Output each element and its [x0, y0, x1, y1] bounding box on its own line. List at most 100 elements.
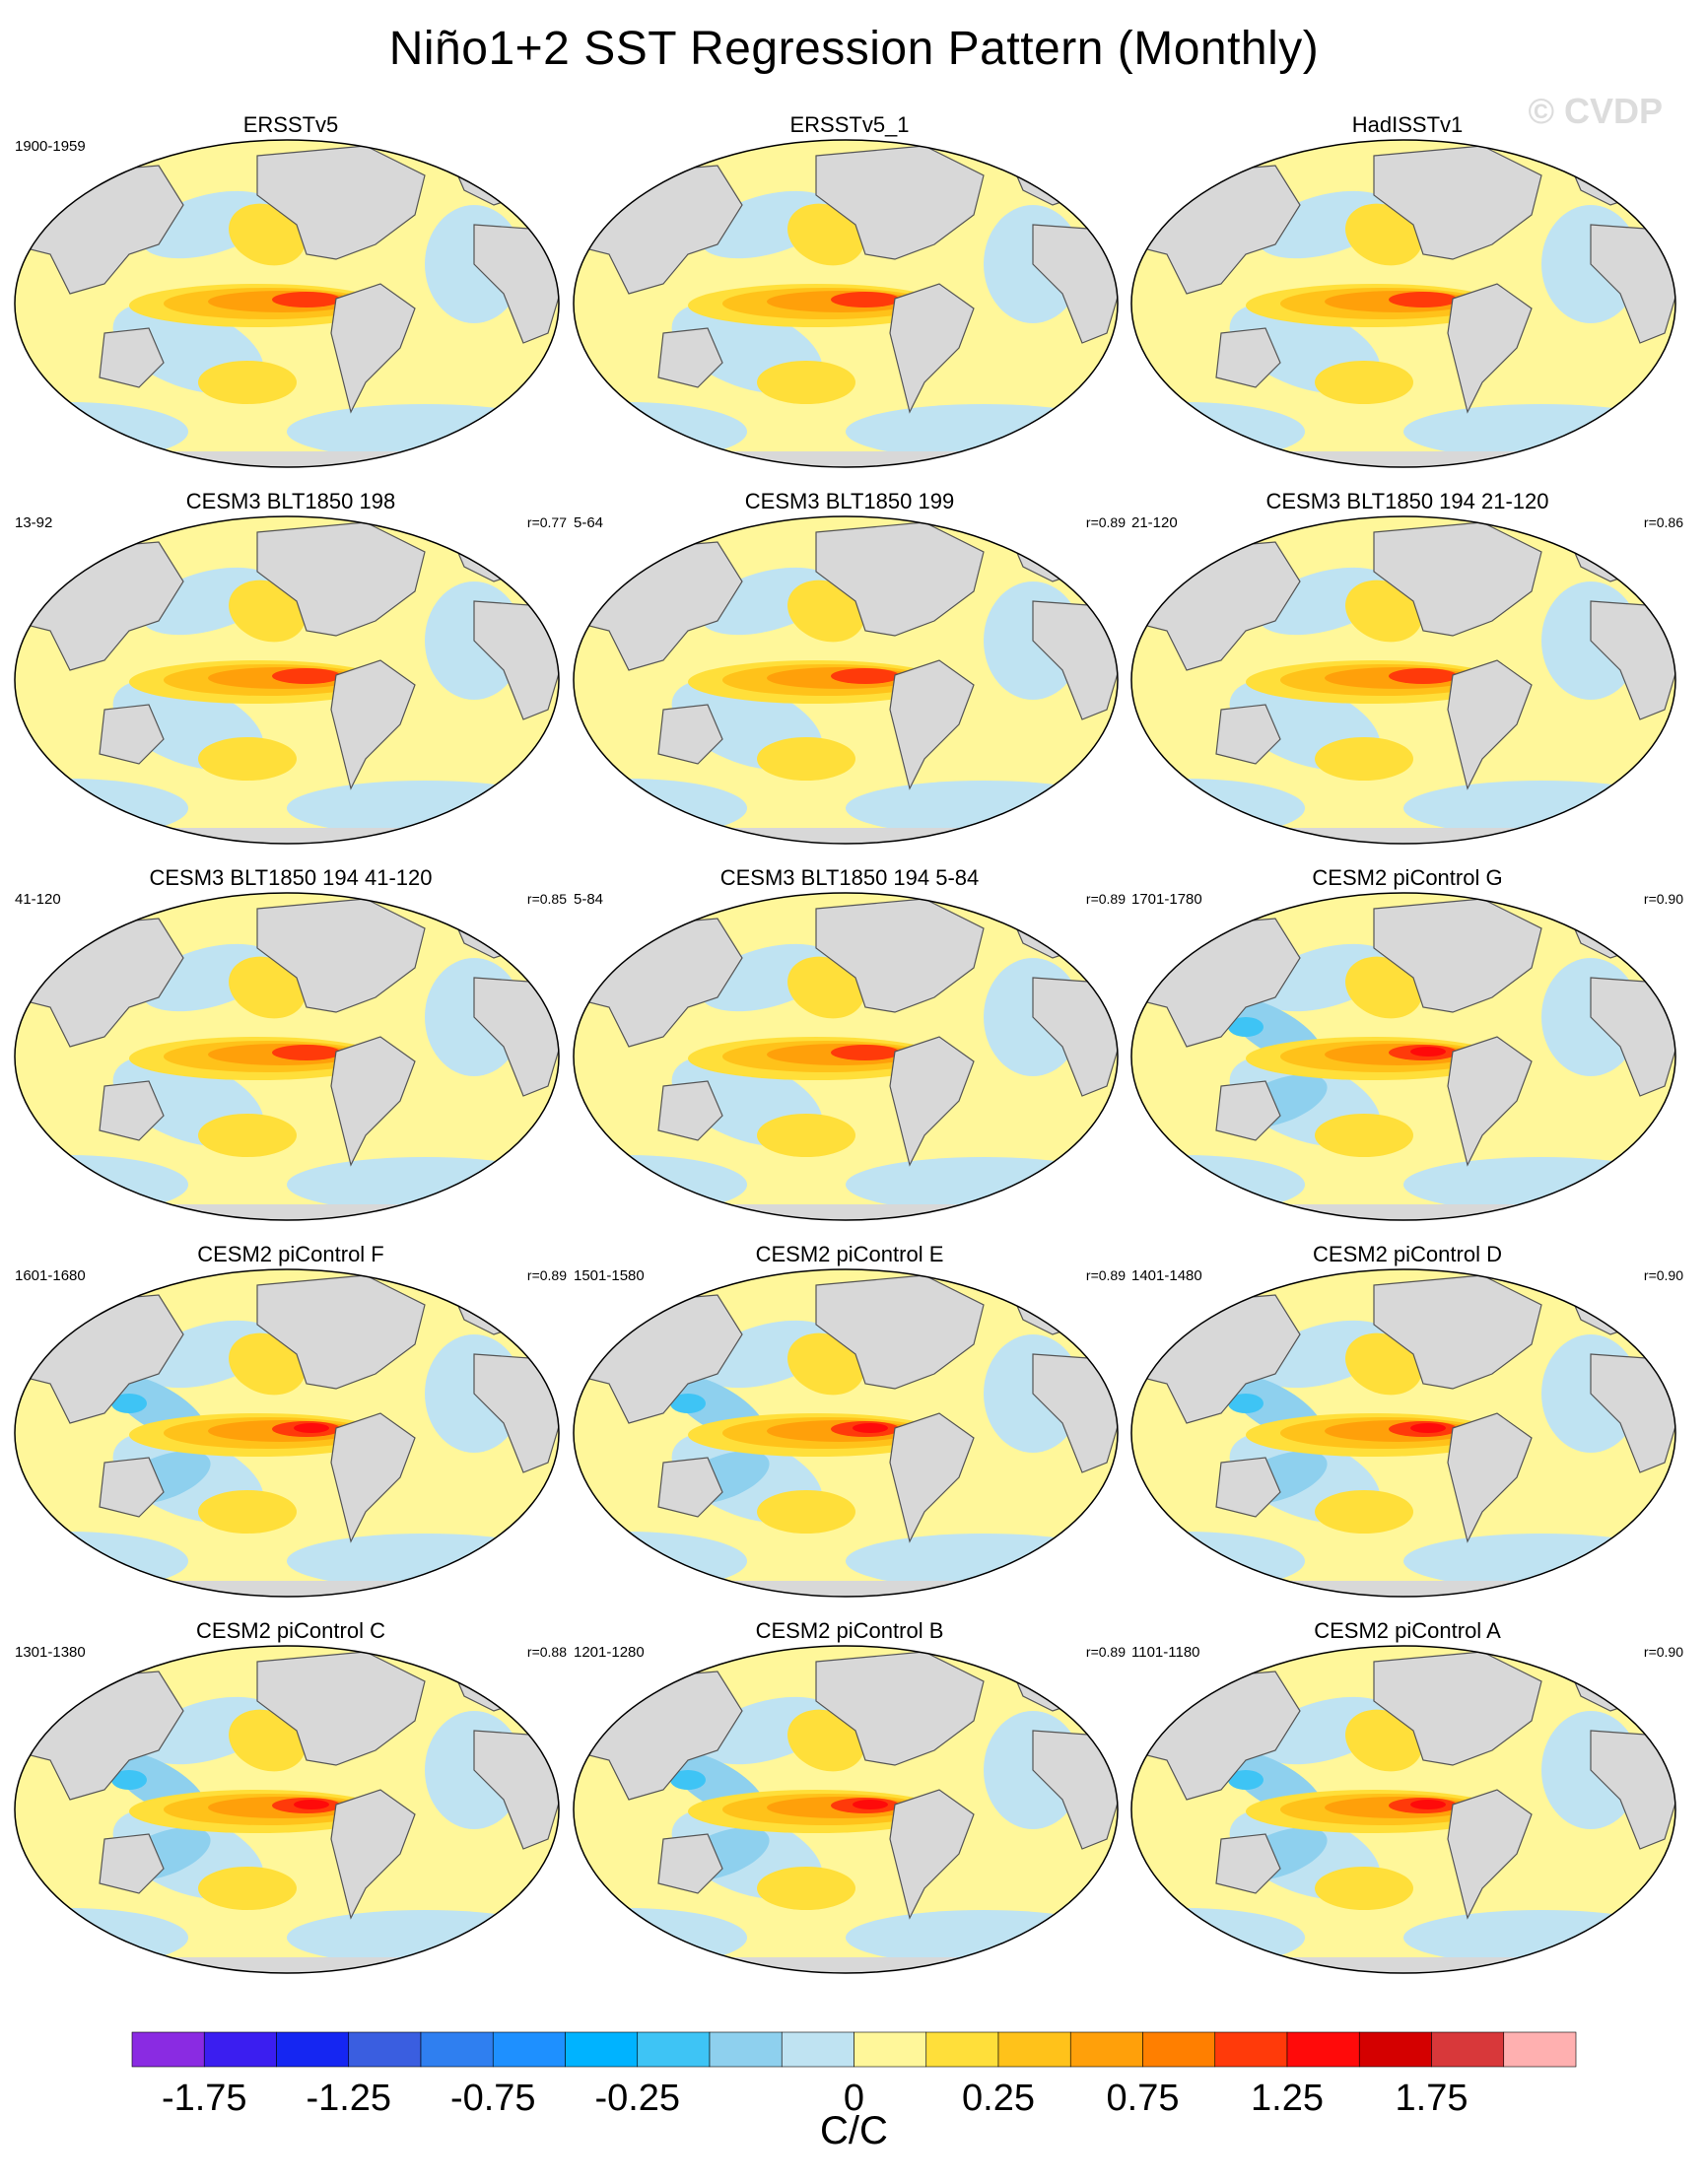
cool-anomaly-southern-ocean — [846, 1910, 1118, 1965]
warm-tongue-peak — [294, 1800, 329, 1809]
sst-map — [14, 515, 560, 845]
south-america-landmass — [889, 1412, 975, 1543]
cool-core-west-pacific — [1228, 1770, 1264, 1790]
sst-map — [573, 515, 1119, 845]
colorbar-swatch — [203, 2031, 277, 2068]
panel-period: 1301-1380 — [15, 1644, 86, 1661]
north-america-landmass — [256, 898, 426, 1013]
warm-anomaly-north-pacific — [229, 956, 306, 1019]
cool-core-west-pacific — [670, 1770, 706, 1790]
map-panel: CESM2 piControl F 1601-1680 r=0.89 — [11, 1242, 571, 1616]
warm-tongue-core — [831, 292, 900, 307]
colorbar-swatch — [781, 2031, 854, 2068]
antarctica-landmass — [574, 828, 1118, 844]
antarctica-landmass — [1131, 1204, 1675, 1220]
australia-landmass — [657, 1833, 723, 1894]
south-america-landmass — [330, 1036, 416, 1167]
warm-anomaly-south-pacific — [1315, 1867, 1413, 1910]
south-america-landmass — [330, 283, 416, 414]
map-border — [1130, 139, 1676, 468]
panel-title: CESM2 piControl G — [1312, 865, 1503, 890]
cool-core-west-pacific — [111, 1394, 147, 1413]
panel-period: 1900-1959 — [15, 138, 86, 155]
map-panel: CESM3 BLT1850 199 5-64 r=0.89 — [570, 489, 1129, 863]
antarctica-landmass — [15, 1957, 559, 1973]
cool-anomaly-southern-ocean — [1403, 781, 1675, 836]
colorbar-swatch — [492, 2031, 566, 2068]
warm-tongue-peak — [1410, 1800, 1446, 1809]
map-panel: CESM3 BLT1850 194 5-84 5-84 r=0.89 — [570, 865, 1129, 1240]
map-panel: ERSSTv5_1 — [570, 112, 1129, 487]
panel-period: 1101-1180 — [1131, 1644, 1200, 1661]
map-panel: CESM2 piControl B 1201-1280 r=0.89 — [570, 1618, 1129, 1993]
warm-anomaly-south-pacific — [757, 361, 855, 404]
warm-anomaly-south-pacific — [198, 737, 297, 781]
panel-period: 13-92 — [15, 514, 53, 531]
warm-tongue-peak — [1410, 1047, 1446, 1057]
cool-anomaly-southern-ocean — [846, 1534, 1118, 1589]
warm-anomaly-north-pacific — [787, 580, 864, 643]
colorbar-swatch — [637, 2031, 711, 2068]
map-panel: CESM2 piControl G 1701-1780 r=0.90 — [1127, 865, 1687, 1240]
antarctica-landmass — [15, 828, 559, 844]
cool-anomaly-southern-ocean — [846, 781, 1118, 836]
warm-tongue-peak — [853, 1423, 888, 1433]
south-america-landmass — [1447, 1789, 1533, 1920]
north-america-landmass — [815, 898, 985, 1013]
cool-anomaly-southern-ocean — [1403, 404, 1675, 459]
south-america-landmass — [889, 283, 975, 414]
colorbar-swatch — [420, 2031, 494, 2068]
panel-period: 1501-1580 — [574, 1267, 645, 1284]
sst-map — [573, 892, 1119, 1221]
antarctica-landmass — [15, 451, 559, 467]
map-border — [14, 515, 560, 845]
warm-anomaly-south-pacific — [757, 1114, 855, 1157]
warm-tongue-peak — [853, 1800, 888, 1809]
australia-landmass — [657, 327, 723, 388]
colorbar-swatch — [1286, 2031, 1360, 2068]
panel-title: CESM2 piControl B — [755, 1618, 944, 1643]
map-border — [1130, 1645, 1676, 1974]
warm-anomaly-south-pacific — [1315, 737, 1413, 781]
panel-title: CESM2 piControl F — [197, 1242, 384, 1266]
colorbar-swatch — [131, 2031, 205, 2068]
map-border — [1130, 892, 1676, 1221]
panel-title: CESM2 piControl A — [1314, 1618, 1501, 1643]
cool-anomaly-southern-ocean — [287, 1157, 559, 1212]
panel-period: 5-64 — [574, 514, 604, 531]
colorbar-units: C/C — [820, 2109, 888, 2152]
australia-landmass — [99, 1080, 165, 1141]
panel-period: 1201-1280 — [574, 1644, 645, 1661]
warm-anomaly-north-pacific — [1345, 203, 1422, 266]
panel-period: 1401-1480 — [1131, 1267, 1202, 1284]
antarctica-landmass — [574, 1204, 1118, 1220]
panel-period: 1701-1780 — [1131, 891, 1202, 908]
australia-landmass — [1215, 704, 1281, 765]
panel-title: ERSSTv5_1 — [789, 112, 910, 137]
south-america-landmass — [889, 1789, 975, 1920]
south-america-landmass — [1447, 659, 1533, 790]
map-border — [573, 1268, 1119, 1598]
panel-title: HadISSTv1 — [1351, 112, 1464, 137]
australia-landmass — [1215, 327, 1281, 388]
colorbar-swatch — [709, 2031, 783, 2068]
warm-anomaly-south-pacific — [1315, 361, 1413, 404]
colorbar-swatch — [1142, 2031, 1216, 2068]
panel-title: CESM2 piControl D — [1313, 1242, 1502, 1266]
sst-map — [1130, 139, 1676, 468]
north-america-landmass — [1373, 1651, 1542, 1766]
warm-anomaly-north-pacific — [787, 1709, 864, 1772]
sst-map — [573, 139, 1119, 468]
sst-map — [1130, 1268, 1676, 1598]
north-america-landmass — [815, 521, 985, 637]
north-america-landmass — [256, 521, 426, 637]
colorbar-swatch — [276, 2031, 350, 2068]
australia-landmass — [1215, 1457, 1281, 1518]
sst-map — [573, 1645, 1119, 1974]
cool-anomaly-southern-ocean — [287, 781, 559, 836]
warm-anomaly-south-pacific — [198, 1867, 297, 1910]
map-border — [14, 1645, 560, 1974]
panel-correlation: r=0.90 — [1643, 891, 1683, 907]
panel-title: CESM3 BLT1850 199 — [744, 489, 955, 513]
sst-map — [14, 1268, 560, 1598]
